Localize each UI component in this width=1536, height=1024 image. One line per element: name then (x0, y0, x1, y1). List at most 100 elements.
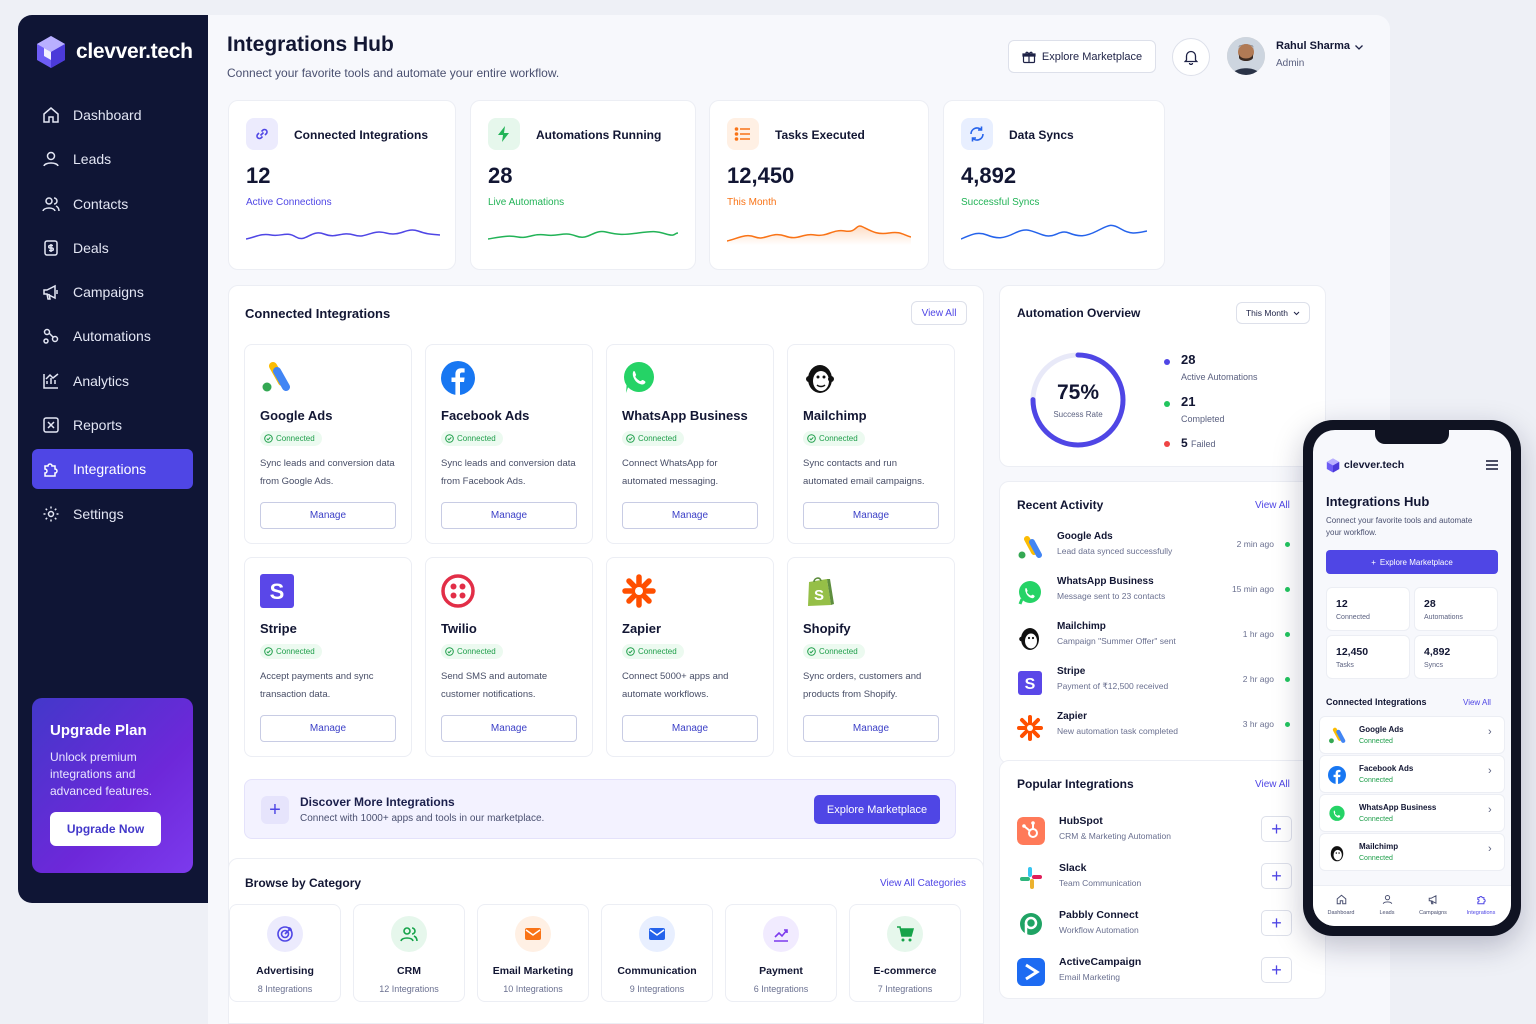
sidebar-item-label: Contacts (73, 195, 129, 212)
add-integration-button[interactable]: + (1261, 910, 1292, 936)
integration-description: Sync orders, customers and products from… (803, 671, 922, 700)
manage-button[interactable]: Manage (441, 502, 577, 529)
period-select[interactable]: This Month (1236, 302, 1310, 324)
activity-row[interactable]: WhatsApp Business Message sent to 23 con… (1017, 576, 1292, 616)
mobile-stat-value: 12 (1336, 598, 1348, 610)
explore-marketplace-button[interactable]: Explore Marketplace (1008, 40, 1156, 73)
megaphone-icon (1428, 895, 1436, 905)
add-integration-button[interactable]: + (1261, 957, 1292, 983)
category-communication[interactable]: Communication 9 Integrations (601, 904, 713, 1002)
mobile-integration-row[interactable]: Facebook Ads Connected › (1319, 755, 1505, 793)
check-circle-icon (264, 647, 273, 656)
sidebar-item-contacts[interactable]: Contacts (32, 184, 193, 224)
popular-row: Slack Team Communication + (1017, 860, 1292, 900)
category-name: Payment (759, 965, 803, 977)
status-dot (1285, 632, 1290, 637)
discover-explore-button[interactable]: Explore Marketplace (814, 795, 940, 824)
whatsapp-icon (1018, 581, 1041, 605)
view-all-button[interactable]: View All (911, 301, 967, 325)
mobile-explore-button[interactable]: + Explore Marketplace (1326, 550, 1498, 574)
mobile-integration-status: Connected (1359, 777, 1393, 784)
sidebar-item-analytics[interactable]: Analytics (32, 361, 193, 401)
stat-label: This Month (727, 197, 777, 208)
stat-title: Data Syncs (1009, 128, 1074, 142)
manage-button[interactable]: Manage (441, 715, 577, 742)
sidebar-item-deals[interactable]: Deals (32, 228, 193, 268)
explore-marketplace-label: Explore Marketplace (1041, 50, 1143, 63)
popular-desc: Email Marketing (1059, 972, 1120, 982)
view-all-link[interactable]: View All (1255, 500, 1290, 511)
stripe-icon: S (260, 574, 294, 608)
section-title: Browse by Category (245, 876, 362, 890)
mobile-tab-dashboard[interactable]: Dashboard (1321, 892, 1361, 916)
activity-name: Mailchimp (1057, 621, 1106, 632)
mobile-tab-leads[interactable]: Leads (1367, 892, 1407, 916)
mobile-stat: 12 Connected (1326, 587, 1410, 631)
sidebar-item-label: Reports (73, 417, 123, 434)
activity-time: 1 hr ago (1242, 629, 1274, 639)
stripe-icon: S (1018, 671, 1042, 695)
mailchimp-icon (1330, 846, 1344, 862)
sidebar: clevver.tech Dashboard Leads Contacts De… (18, 15, 228, 903)
mobile-integration-row[interactable]: Google Ads Connected › (1319, 716, 1505, 754)
sidebar-item-campaigns[interactable]: Campaigns (32, 272, 193, 312)
view-all-link[interactable]: View All (1255, 779, 1290, 790)
category-ecommerce[interactable]: E-commerce 7 Integrations (849, 904, 961, 1002)
mobile-view-all-link[interactable]: View All (1463, 698, 1491, 707)
facebook-icon (441, 361, 475, 395)
activity-row[interactable]: S Stripe Payment of ₹12,500 received 2 h… (1017, 666, 1292, 706)
discover-banner: + Discover More Integrations Connect wit… (244, 779, 956, 839)
integration-name: Zapier (622, 621, 662, 636)
brand-name: clevver.tech (76, 40, 193, 63)
sidebar-item-dashboard[interactable]: Dashboard (32, 95, 193, 135)
popular-integrations-panel: Popular Integrations View All HubSpot CR… (999, 760, 1326, 999)
mobile-title: Integrations Hub (1326, 494, 1430, 509)
mobile-stat-label: Syncs (1424, 662, 1444, 669)
category-email-marketing[interactable]: Email Marketing 10 Integrations (477, 904, 589, 1002)
view-all-categories-link[interactable]: View All Categories (880, 878, 966, 889)
add-integration-button[interactable]: + (1261, 863, 1292, 889)
mobile-tab-campaigns[interactable]: Campaigns (1413, 892, 1453, 916)
manage-button[interactable]: Manage (622, 502, 758, 529)
stat-label: Live Automations (488, 197, 565, 208)
manage-button[interactable]: Manage (622, 715, 758, 742)
popular-desc: Workflow Automation (1059, 925, 1139, 935)
list-icon (727, 118, 759, 150)
brand-logo[interactable]: clevver.tech (36, 35, 193, 69)
legend-dot (1164, 441, 1170, 447)
manage-button[interactable]: Manage (260, 502, 396, 529)
activity-row[interactable]: Zapier New automation task completed 3 h… (1017, 711, 1292, 751)
mobile-tab-integrations[interactable]: Integrations (1459, 892, 1503, 916)
activity-row[interactable]: Google Ads Lead data synced successfully… (1017, 531, 1292, 571)
category-payment[interactable]: Payment 6 Integrations (725, 904, 837, 1002)
mobile-integration-row[interactable]: WhatsApp Business Connected › (1319, 794, 1505, 832)
chevron-down-icon[interactable] (1354, 43, 1364, 51)
mobile-integration-row[interactable]: Mailchimp Connected › (1319, 833, 1505, 871)
sidebar-item-settings[interactable]: Settings (32, 494, 193, 534)
add-integration-button[interactable]: + (1261, 816, 1292, 842)
sidebar-item-leads[interactable]: Leads (32, 139, 193, 179)
stat-title: Tasks Executed (775, 128, 865, 142)
category-crm[interactable]: CRM 12 Integrations (353, 904, 465, 1002)
activecampaign-icon (1017, 958, 1045, 986)
manage-button[interactable]: Manage (260, 715, 396, 742)
status-dot (1285, 677, 1290, 682)
sidebar-item-integrations[interactable]: Integrations (32, 449, 193, 490)
category-name: Email Marketing (492, 965, 574, 977)
section-title: Popular Integrations (1017, 777, 1134, 791)
category-advertising[interactable]: Advertising 8 Integrations (229, 904, 341, 1002)
manage-button[interactable]: Manage (803, 502, 939, 529)
manage-button[interactable]: Manage (803, 715, 939, 742)
sidebar-item-automations[interactable]: Automations (32, 316, 193, 356)
notification-button[interactable] (1172, 38, 1210, 76)
user-name: Rahul Sharma (1276, 40, 1350, 52)
hamburger-menu-icon[interactable] (1486, 460, 1498, 470)
status-badge: Connected (622, 431, 684, 446)
upgrade-now-button[interactable]: Upgrade Now (50, 812, 161, 846)
sidebar-item-reports[interactable]: Reports (32, 405, 193, 445)
mobile-stat-label: Automations (1424, 614, 1463, 621)
check-circle-icon (626, 434, 635, 443)
avatar[interactable] (1227, 37, 1265, 75)
user-role: Admin (1276, 58, 1305, 69)
activity-row[interactable]: Mailchimp Campaign "Summer Offer" sent 1… (1017, 621, 1292, 661)
